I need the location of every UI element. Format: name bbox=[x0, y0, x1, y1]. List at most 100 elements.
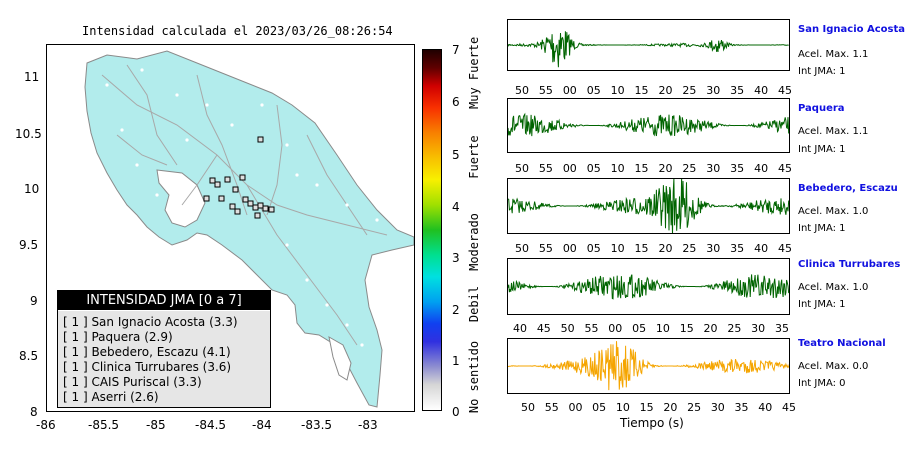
waveform-time-tick: 15 bbox=[634, 162, 649, 175]
station-int: Int JMA: 1 bbox=[798, 223, 846, 234]
station-name: Clinica Turrubares bbox=[798, 259, 901, 270]
colorbar-number: 4 bbox=[452, 200, 460, 214]
waveform-panel bbox=[507, 258, 790, 315]
waveform-time-tick: 10 bbox=[610, 84, 625, 97]
map-y-tick: 8.5 bbox=[19, 349, 39, 363]
colorbar-label: Moderado bbox=[467, 213, 481, 271]
colorbar-number: 1 bbox=[452, 354, 460, 368]
legend-item: [ 1 ] Clinica Turrubares (3.6) bbox=[63, 360, 232, 374]
station-name: San Ignacio Acosta bbox=[798, 24, 906, 35]
waveform-time-tick: 05 bbox=[586, 242, 601, 255]
map-x-tick: -83.5 bbox=[301, 418, 333, 432]
map-x-tick: -83 bbox=[358, 418, 378, 432]
legend-title: INTENSIDAD JMA [0 a 7] bbox=[58, 291, 270, 310]
station-markers bbox=[203, 136, 275, 219]
waveform-time-tick: 45 bbox=[536, 322, 551, 335]
waveform-time-tick: 50 bbox=[560, 322, 575, 335]
waveform-panel bbox=[507, 178, 790, 234]
waveform-panel bbox=[507, 98, 790, 153]
waveform-time-tick: 20 bbox=[658, 162, 673, 175]
map-y-tick: 11 bbox=[24, 70, 40, 84]
legend-item: [ 1 ] Paquera (2.9) bbox=[63, 330, 173, 344]
waveform-time-tick: 40 bbox=[754, 162, 769, 175]
waveform-trace bbox=[508, 31, 789, 68]
waveform-time-tick: 20 bbox=[658, 84, 673, 97]
waveform-time-tick: 35 bbox=[730, 242, 745, 255]
waveform-time-tick: 20 bbox=[703, 322, 718, 335]
road-network bbox=[101, 64, 388, 346]
station-acel: Acel. Max. 1.0 bbox=[798, 206, 869, 217]
waveform-trace bbox=[508, 112, 789, 137]
waveform-time-tick: 20 bbox=[658, 242, 673, 255]
waveform-time-tick: 55 bbox=[538, 84, 553, 97]
waveform-time-tick: 15 bbox=[679, 322, 694, 335]
map-x-tick: -85.5 bbox=[88, 418, 120, 432]
waveform-time-tick: 50 bbox=[521, 401, 535, 414]
waveform-time-tick: 05 bbox=[586, 84, 601, 97]
waveform-time-tick: 15 bbox=[634, 84, 649, 97]
station-int: Int JMA: 0 bbox=[798, 378, 846, 389]
map-y-tick: 10.5 bbox=[15, 127, 42, 141]
waveform-time-tick: 25 bbox=[682, 162, 697, 175]
waveform-time-tick: 55 bbox=[584, 322, 599, 335]
waveform-panel bbox=[507, 19, 790, 71]
waveform-time-tick: 55 bbox=[544, 401, 559, 414]
colorbar-label: No sentido bbox=[467, 340, 481, 414]
map-canvas bbox=[84, 50, 414, 408]
waveform-time-tick: 00 bbox=[562, 162, 577, 175]
waveform-time-tick: 15 bbox=[634, 242, 649, 255]
waveform-time-tick: 10 bbox=[615, 401, 630, 414]
waveform-time-tick: 40 bbox=[754, 242, 769, 255]
waveform-time-tick: 00 bbox=[562, 242, 577, 255]
colorbar-number: 0 bbox=[452, 405, 460, 419]
station-name: Paquera bbox=[798, 103, 845, 114]
station-acel: Acel. Max. 0.0 bbox=[798, 361, 869, 372]
waveform-time-tick: 40 bbox=[754, 84, 769, 97]
waveform-time-tick: 25 bbox=[682, 84, 697, 97]
colorbar-label: Fuerte bbox=[467, 135, 481, 179]
colorbar-number: 6 bbox=[452, 95, 460, 109]
waveform-time-tick: 55 bbox=[538, 242, 553, 255]
waveform-time-tick: 45 bbox=[782, 401, 796, 414]
golfo-dulce bbox=[328, 336, 352, 381]
map-y-tick: 9 bbox=[30, 294, 38, 308]
town-dots bbox=[105, 68, 379, 347]
map-x-tick: -84.5 bbox=[195, 418, 227, 432]
waveform-time-tick: 30 bbox=[706, 242, 721, 255]
colorbar-number: 2 bbox=[452, 303, 460, 317]
waveform-time-tick: 05 bbox=[632, 322, 647, 335]
costa-rica-land bbox=[84, 50, 414, 408]
waveform-time-tick: 50 bbox=[515, 84, 529, 97]
legend-item: [ 1 ] CAIS Puriscal (3.3) bbox=[63, 375, 202, 389]
waveform-time-tick: 15 bbox=[639, 401, 654, 414]
map-title: Intensidad calculada el 2023/03/26_08:26… bbox=[82, 24, 393, 38]
map-x-tick: -86 bbox=[36, 418, 56, 432]
waveform-time-tick: 05 bbox=[592, 401, 607, 414]
waveform-time-tick: 50 bbox=[515, 242, 529, 255]
waveform-time-tick: 35 bbox=[734, 401, 749, 414]
waveform-time-tick: 00 bbox=[568, 401, 583, 414]
waveform-trace bbox=[508, 179, 789, 233]
station-acel: Acel. Max. 1.1 bbox=[798, 49, 869, 60]
waveform-panel bbox=[507, 338, 790, 394]
waveform-time-tick: 00 bbox=[562, 84, 577, 97]
map-x-tick: -84 bbox=[252, 418, 272, 432]
colorbar-label: Muy Fuerte bbox=[467, 36, 481, 109]
legend-item: [ 1 ] Aserri (2.6) bbox=[63, 390, 159, 404]
map-y-tick: 9.5 bbox=[19, 238, 39, 252]
colorbar-label: Debil bbox=[467, 285, 481, 323]
legend-item: [ 1 ] Bebedero, Escazu (4.1) bbox=[63, 345, 231, 359]
map-x-tick: -85 bbox=[146, 418, 166, 432]
waveform-time-tick: 50 bbox=[515, 162, 529, 175]
waveform-time-tick: 25 bbox=[687, 401, 702, 414]
station-int: Int JMA: 1 bbox=[798, 299, 846, 310]
waveform-trace bbox=[508, 341, 789, 391]
waveform-time-tick: 45 bbox=[778, 242, 792, 255]
intensity-colorbar bbox=[422, 49, 442, 411]
station-acel: Acel. Max. 1.1 bbox=[798, 126, 869, 137]
waveform-time-tick: 20 bbox=[663, 401, 678, 414]
waveform-time-tick: 40 bbox=[513, 322, 527, 335]
station-name: Bebedero, Escazu bbox=[798, 183, 898, 194]
waveform-time-tick: 35 bbox=[775, 322, 789, 335]
colorbar-number: 5 bbox=[452, 148, 460, 162]
